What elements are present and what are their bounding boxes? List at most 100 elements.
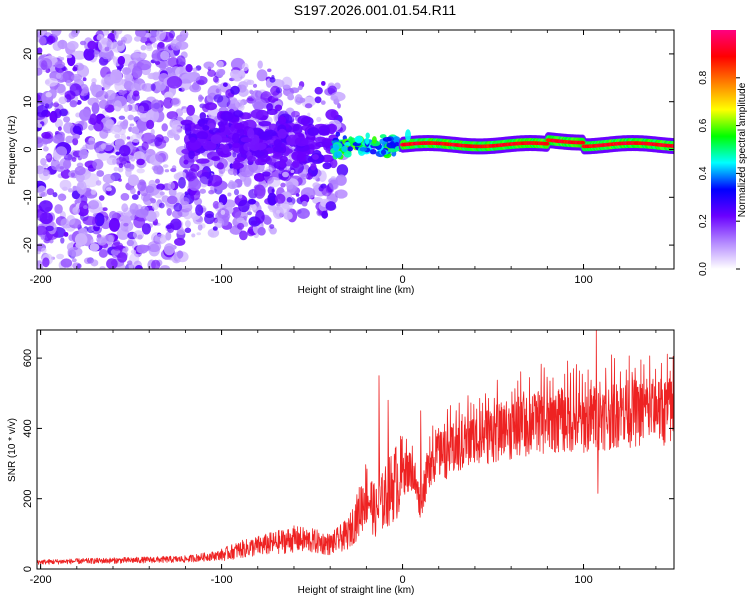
spectrogram-blob xyxy=(220,209,226,215)
spectrogram-blob xyxy=(132,230,145,240)
spectrogram-blob xyxy=(137,179,147,192)
spectrogram-blob xyxy=(249,89,254,95)
spectrogram-blob xyxy=(90,259,99,267)
spectrogram-blob xyxy=(66,54,73,59)
spectrogram-blob xyxy=(151,165,159,171)
spectrogram-blob xyxy=(263,216,272,225)
spectrogram-blob xyxy=(98,99,109,109)
spectrogram-blob xyxy=(279,202,290,215)
spectrogram-blob xyxy=(72,206,80,215)
spectrogram-blob xyxy=(102,173,116,184)
spectrogram-blob xyxy=(330,91,346,102)
colorbar: 0.0 0.2 0.4 0.6 0.8 Normalized spectral ampl… xyxy=(698,30,748,276)
spectrogram-blob xyxy=(255,209,265,224)
spectrogram-blob xyxy=(106,258,118,269)
spectrogram-blob xyxy=(140,205,150,216)
spectrogram-blob xyxy=(238,199,250,213)
spectrogram-blob xyxy=(59,108,68,117)
spectrogram-blob xyxy=(268,123,278,132)
spectrogram-blob xyxy=(51,30,62,37)
spectrogram-blob xyxy=(266,102,274,112)
spectrogram-blob xyxy=(87,97,99,107)
spectrogram-blob xyxy=(136,59,152,71)
spectrogram-blob xyxy=(45,92,52,98)
spectrogram-blob xyxy=(204,102,218,111)
colorbar-tick-label: 0.8 xyxy=(698,70,709,84)
spectrogram-blob xyxy=(304,103,313,109)
spectrogram-blob xyxy=(59,166,65,170)
spectrogram-blob xyxy=(37,225,48,236)
spectrogram-blob xyxy=(59,179,72,191)
spectrogram-blob xyxy=(159,61,167,71)
spectrogram-blob xyxy=(74,233,88,246)
spectrogram-blob xyxy=(121,121,128,130)
spectrogram-blob xyxy=(275,193,286,204)
spectrogram-blob xyxy=(98,195,105,201)
spectrogram-blob xyxy=(334,189,348,199)
spectrogram-blob xyxy=(129,187,136,195)
spectrogram-blob xyxy=(76,263,82,269)
spectrogram-blob xyxy=(103,30,110,36)
spectrogram-blob xyxy=(99,128,109,139)
spectrogram-blobs xyxy=(37,30,674,269)
spectrogram-blob xyxy=(58,96,67,105)
spectrogram-blob xyxy=(171,97,181,107)
spectrogram-blob xyxy=(62,159,72,170)
spectrogram-blob xyxy=(196,232,201,236)
spectrogram-blob xyxy=(175,41,189,50)
spectrogram-blob xyxy=(94,213,105,227)
spectrogram-blob xyxy=(70,172,76,178)
spectrogram-blob xyxy=(312,182,321,189)
spectrogram-blob xyxy=(216,60,224,68)
spectrogram-blob xyxy=(231,132,240,144)
spectrogram-blob xyxy=(286,197,293,203)
spectrogram-blob xyxy=(325,201,337,211)
spectrogram-blob xyxy=(166,208,172,216)
spectrogram-blob xyxy=(108,217,120,232)
spectrogram-blob xyxy=(156,30,167,41)
spectrogram-blob xyxy=(40,192,48,197)
spectrogram-blob xyxy=(153,188,164,199)
spectrogram-blob xyxy=(202,140,217,151)
spectrogram-blob xyxy=(148,179,156,188)
spectrogram-blob xyxy=(299,194,310,204)
spectrogram-blob xyxy=(151,71,161,81)
spectrogram-blob xyxy=(229,69,242,79)
spectrogram-blob xyxy=(159,191,165,196)
spectrogram-blob xyxy=(74,166,86,176)
spectrogram-blob xyxy=(88,124,94,131)
spectrogram-blob xyxy=(60,237,65,244)
spectrogram-blob xyxy=(273,139,282,148)
spectrogram-blob xyxy=(125,73,134,81)
spectrogram-blob xyxy=(312,154,319,160)
colorbar-tick-label: 0.2 xyxy=(698,214,709,228)
spectrogram-blob xyxy=(123,222,129,227)
spectrogram-blob xyxy=(174,237,186,246)
spectrogram-blob xyxy=(254,158,262,166)
spectrogram-blob xyxy=(671,144,674,148)
spectrogram-blob xyxy=(199,112,207,120)
spectrogram-blob xyxy=(329,124,338,132)
spectrogram-blob xyxy=(275,209,281,214)
spectrogram-blob xyxy=(238,193,243,199)
spectrogram-blob xyxy=(203,153,208,158)
spectrogram-blob xyxy=(234,122,245,130)
spectrogram-blob xyxy=(100,143,106,150)
spectrogram-blob xyxy=(105,119,115,129)
spectrogram-blob xyxy=(63,116,71,123)
spectrogram-blob xyxy=(42,257,50,268)
spectrogram-blob xyxy=(37,93,41,102)
spectrogram-blob xyxy=(40,158,47,166)
spectrogram-blob xyxy=(95,180,102,186)
spectrogram-blob xyxy=(171,165,177,171)
spectrogram-blob xyxy=(295,193,300,197)
spectrogram-blob xyxy=(65,79,72,87)
spectrogram-blob xyxy=(37,123,42,128)
spectrogram-blob xyxy=(71,50,87,60)
snr-y-tick-label: 200 xyxy=(22,490,34,508)
spectrogram-blob xyxy=(67,246,83,257)
spectrogram-blob xyxy=(60,258,73,268)
spectrogram-blob xyxy=(72,133,81,140)
spectrogram-blob xyxy=(73,75,81,83)
